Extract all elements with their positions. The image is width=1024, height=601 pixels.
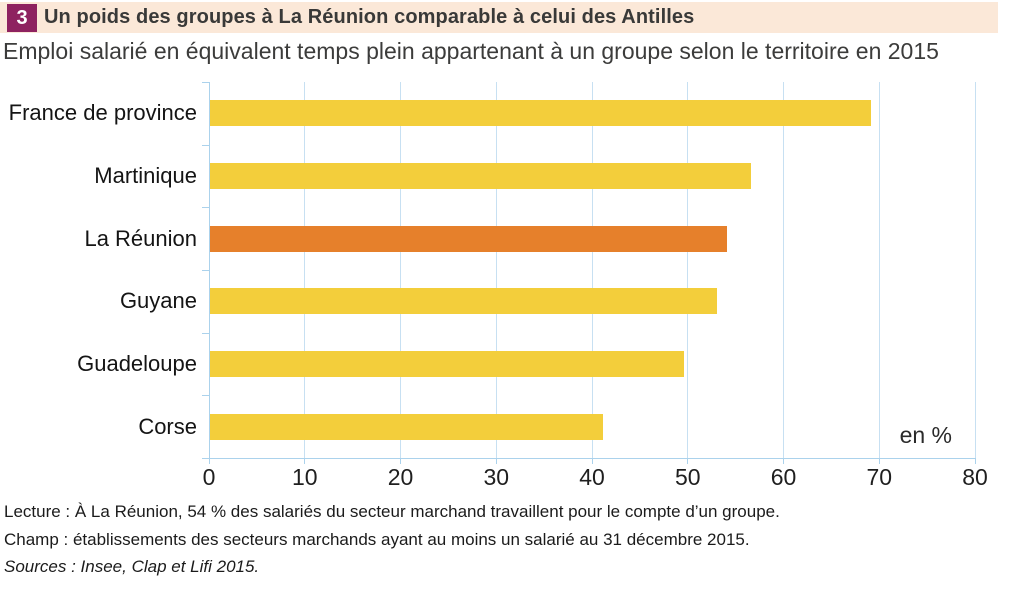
tick-mark (202, 145, 209, 146)
figure-notes: Lecture : À La Réunion, 54 % des salarié… (4, 498, 780, 581)
x-tick-label: 80 (962, 464, 988, 490)
axis-y (209, 82, 210, 458)
unit-label: en % (899, 422, 952, 448)
x-tick-label: 0 (202, 464, 216, 490)
tick-mark (202, 458, 209, 459)
x-tick-label: 10 (291, 464, 318, 490)
bar (210, 100, 871, 127)
x-tick-label: 60 (770, 464, 797, 490)
bar (210, 163, 751, 189)
tick-mark (202, 270, 209, 271)
gridline (878, 82, 880, 458)
sources-note: Sources : Insee, Clap et Lifi 2015. (4, 557, 260, 576)
tick-mark (400, 458, 401, 464)
bar (210, 351, 684, 377)
bar (210, 288, 718, 315)
tick-mark (783, 458, 784, 464)
category-label: Corse (138, 413, 197, 439)
x-tick-label: 70 (866, 464, 893, 490)
plot-area: 0 10 20 30 40 50 60 70 80 France de province Marti… (9, 82, 988, 490)
gridline (400, 82, 401, 458)
tick-mark (974, 458, 976, 464)
x-tick-label: 30 (483, 464, 510, 490)
x-tick-label: 40 (579, 464, 605, 490)
gridline (304, 82, 306, 458)
bar (210, 413, 603, 440)
tick-mark (878, 458, 880, 464)
gridline (591, 82, 593, 458)
bar (210, 225, 728, 252)
tick-mark (304, 458, 306, 464)
tick-mark (591, 458, 593, 464)
tick-mark (202, 333, 209, 334)
x-tick-label: 50 (674, 464, 701, 490)
champ-note: Champ : établissements des secteurs marc… (4, 529, 750, 549)
tick-mark (202, 395, 209, 396)
figure-subtitle: Emploi salarié en équivalent temps plein… (3, 38, 939, 64)
figure-header-band: 3 Un poids des groupes à La Réunion comp… (0, 2, 998, 33)
category-label: La Réunion (84, 225, 197, 251)
tick-mark (208, 458, 210, 464)
tick-mark (202, 207, 209, 208)
category-label: Guadeloupe (77, 350, 197, 376)
category-label: Martinique (94, 162, 197, 188)
lecture-note: Lecture : À La Réunion, 54 % des salarié… (4, 502, 780, 521)
tick-mark (202, 82, 209, 83)
gridline (974, 82, 976, 458)
tick-mark (687, 458, 689, 464)
figure-number-badge: 3 (7, 4, 37, 32)
tick-mark (495, 458, 497, 464)
gridline (783, 82, 784, 458)
gridline (687, 82, 689, 458)
x-tick-label: 20 (387, 464, 414, 490)
gridline (495, 82, 497, 458)
category-label: France de province (8, 100, 197, 126)
figure-title: Un poids des groupes à La Réunion compar… (44, 6, 695, 28)
category-label: Guyane (119, 288, 197, 314)
